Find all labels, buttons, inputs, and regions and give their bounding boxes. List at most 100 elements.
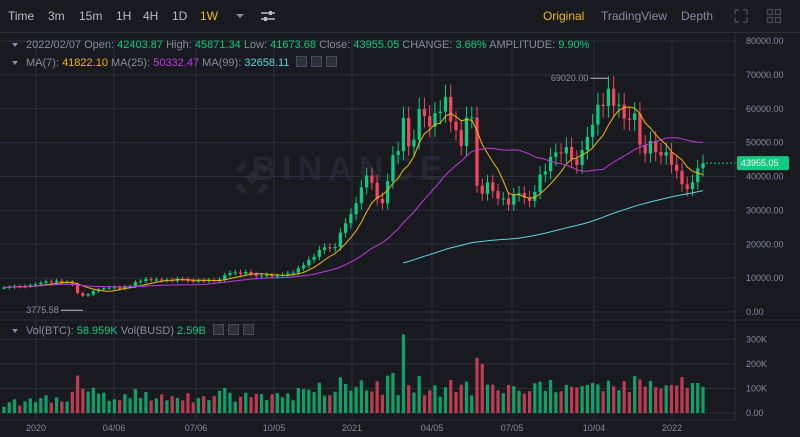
candle[interactable] [70,281,74,285]
collapse-caret-icon[interactable] [12,43,18,47]
candle[interactable] [449,96,453,122]
candle[interactable] [328,247,332,249]
candle[interactable] [317,250,321,257]
candle[interactable] [485,182,490,194]
candle[interactable] [575,159,579,165]
candle[interactable] [422,109,427,117]
candle[interactable] [428,116,432,127]
candle[interactable] [543,171,547,175]
candle[interactable] [349,214,353,224]
candle[interactable] [612,88,616,106]
candle[interactable] [123,286,127,289]
candle[interactable] [454,121,458,131]
candle[interactable] [2,287,6,289]
candle[interactable] [559,152,563,154]
candle[interactable] [417,109,421,140]
candle[interactable] [54,280,59,283]
candle[interactable] [591,124,595,137]
candle[interactable] [522,193,526,198]
candle[interactable] [202,280,206,282]
candle[interactable] [60,280,64,283]
interval-1d[interactable]: 1D [172,9,188,23]
view-original[interactable]: Original [543,9,585,23]
interval-4h[interactable]: 4H [143,9,159,23]
expand-icon[interactable] [733,8,749,24]
candle[interactable] [365,175,369,188]
candle[interactable] [238,272,243,274]
settings-sliders-icon[interactable] [260,8,276,24]
candle[interactable] [396,151,400,156]
candle[interactable] [506,198,511,205]
candle[interactable] [343,223,348,233]
candle[interactable] [322,247,327,251]
candle[interactable] [370,175,374,183]
candle[interactable] [412,139,416,147]
interval-3m[interactable]: 3m [48,9,65,23]
candle[interactable] [191,280,195,282]
candle[interactable] [501,198,505,200]
candle[interactable] [160,279,164,281]
view-depth[interactable]: Depth [681,9,714,23]
candle[interactable] [354,203,358,215]
candle[interactable] [701,163,705,169]
candle[interactable] [244,272,248,274]
candle[interactable] [291,272,295,274]
candle[interactable] [517,193,521,195]
interval-1h[interactable]: 1H [116,9,132,23]
chevron-down-icon[interactable] [232,8,248,24]
candle[interactable] [685,184,689,190]
collapse-caret-icon[interactable] [12,329,18,333]
candle[interactable] [112,287,116,289]
candle[interactable] [622,104,626,119]
settings-icon[interactable] [311,56,323,67]
interval-15m[interactable]: 15m [79,9,103,23]
candle[interactable] [386,181,390,204]
candle[interactable] [680,170,684,185]
candle[interactable] [333,246,337,249]
candle[interactable] [596,104,600,125]
candle[interactable] [196,280,201,282]
candle[interactable] [601,104,605,107]
candle[interactable] [643,144,647,154]
candle[interactable] [254,274,258,277]
candle[interactable] [533,192,537,201]
candle[interactable] [627,118,632,120]
candle[interactable] [580,150,584,165]
candle[interactable] [401,117,406,152]
candle[interactable] [659,152,663,156]
candle[interactable] [675,164,679,171]
candle[interactable] [275,275,279,277]
candle[interactable] [249,272,253,275]
candle[interactable] [102,288,106,290]
candle[interactable] [307,259,311,266]
candle[interactable] [86,294,90,296]
close-icon[interactable] [326,56,338,67]
interval-time[interactable]: Time [8,9,35,23]
candle[interactable] [491,182,495,192]
candle[interactable] [470,117,474,119]
eye-icon[interactable] [212,324,224,335]
candle[interactable] [391,155,395,182]
candle[interactable] [564,147,568,154]
candle[interactable] [139,281,143,283]
candle[interactable] [527,197,532,201]
close-icon[interactable] [242,324,254,335]
candle[interactable] [538,174,542,193]
candle[interactable] [638,113,642,145]
candle[interactable] [496,191,500,199]
candle[interactable] [375,182,379,199]
candle[interactable] [49,281,53,283]
candle[interactable] [569,147,574,160]
candle[interactable] [380,198,385,204]
candle[interactable] [301,265,306,269]
candle[interactable] [664,152,668,156]
candle[interactable] [554,152,558,157]
candle[interactable] [464,117,469,147]
candle[interactable] [585,136,590,151]
candle[interactable] [512,194,516,205]
candle[interactable] [690,182,695,190]
candle[interactable] [33,284,38,286]
candle[interactable] [480,185,484,194]
candle[interactable] [44,281,48,283]
